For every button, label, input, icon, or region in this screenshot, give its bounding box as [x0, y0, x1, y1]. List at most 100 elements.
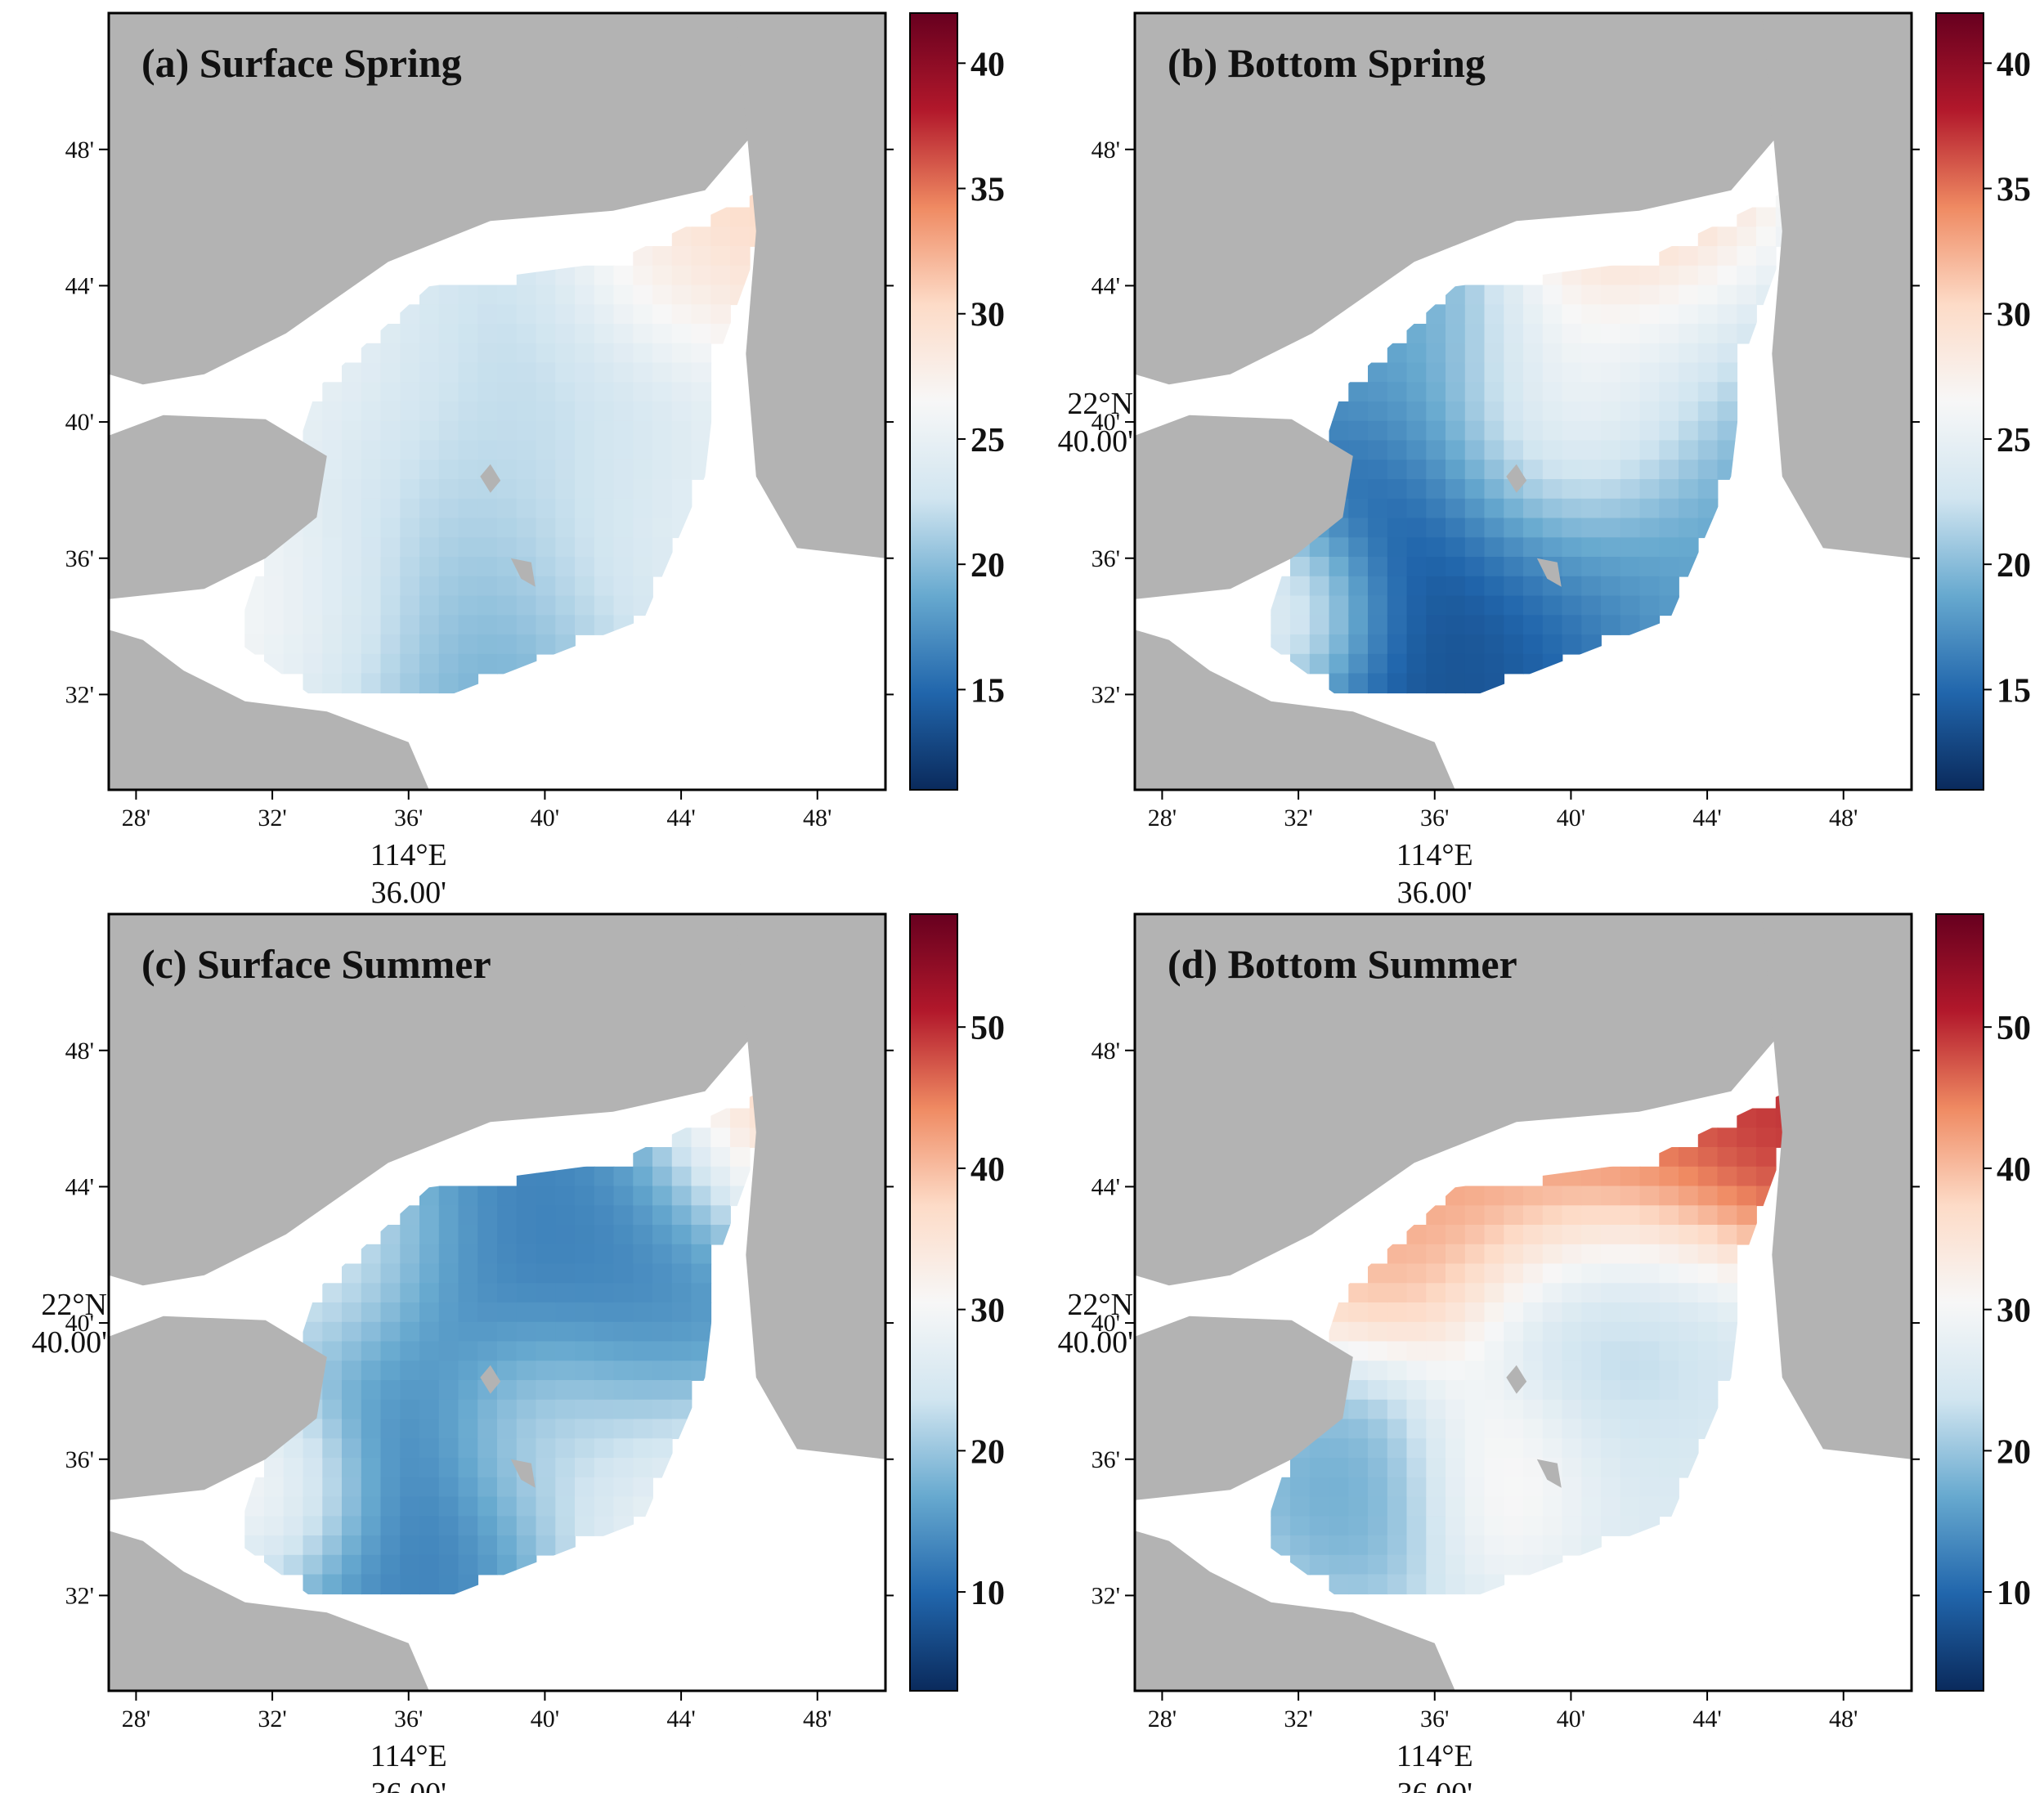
x-tick-label: 36': [394, 805, 423, 832]
y-tick-label: 48': [65, 137, 94, 164]
land-area: [109, 415, 327, 599]
land-area: [109, 630, 429, 790]
colorbar-tick-label: 20: [1997, 1433, 2031, 1471]
land-area: [109, 914, 777, 1286]
colorbar: 15 20 25 30 35 40: [1935, 12, 2031, 791]
panel-d: (d) Bottom Summer 28' 32' 36' 40' 44' 48' 48'…: [1058, 912, 2031, 1793]
colorbar: 15 20 25 30 35 40: [909, 12, 1005, 791]
y-axis-ticks: 48' 44' 40' 36' 32': [65, 1038, 894, 1609]
y-tick-label: 32': [1091, 1582, 1120, 1609]
colorbar-tick-label: 15: [1997, 672, 2031, 710]
land-area: [1135, 1531, 1455, 1691]
colorbar-ramp: [909, 12, 958, 791]
x-axis-title: 36.00': [371, 1777, 446, 1793]
x-tick-label: 28': [1148, 1706, 1177, 1732]
land-area: [510, 1459, 536, 1488]
axis-titles: 114°E 36.00' 22°N40.00': [32, 1288, 447, 1793]
colorbar-ramp: [1935, 913, 1984, 1692]
colorbar-tick-label: 30: [970, 1293, 1005, 1330]
x-tick-label: 32': [258, 805, 286, 832]
land-area: [109, 1531, 429, 1691]
x-tick-label: 28': [122, 1706, 150, 1732]
y-axis-ticks: 48' 44' 40' 36' 32': [65, 137, 894, 708]
land-mask: [1135, 13, 1912, 790]
x-axis-title: 36.00': [371, 876, 446, 910]
y-tick-label: 48': [1091, 1038, 1120, 1065]
x-tick-label: 48': [1829, 805, 1858, 832]
x-axis-title: 114°E: [370, 838, 447, 872]
y-tick-label: 44': [65, 272, 94, 299]
y-tick-label: 44': [65, 1173, 94, 1200]
colorbar-tick-label: 30: [1997, 297, 2031, 334]
land-area: [1135, 914, 1803, 1286]
x-tick-label: 48': [1829, 1706, 1858, 1732]
y-tick-label: 40': [65, 1310, 94, 1337]
land-area: [1536, 558, 1562, 587]
land-mask: [109, 914, 885, 1691]
map-frame: [1133, 912, 1913, 1692]
y-tick-label: 40': [1091, 409, 1120, 436]
colorbar-tick-label: 20: [970, 1433, 1005, 1471]
colorbar-tick-label: 25: [1997, 422, 2031, 459]
land-area: [1761, 13, 1912, 558]
x-axis-ticks: 28' 32' 36' 40' 44' 48': [122, 1691, 831, 1732]
y-tick-label: 44': [1091, 272, 1120, 299]
map-frame: [107, 912, 887, 1692]
colorbar-tick-label: 35: [970, 172, 1005, 209]
colorbar-tick-label: 30: [970, 297, 1005, 334]
land-area: [735, 13, 885, 558]
axis-titles: 114°E 36.00' 22°N40.00': [1058, 1288, 1473, 1793]
x-axis-title: 36.00': [1397, 1777, 1472, 1793]
colorbar-tick-label: 35: [1997, 172, 2031, 209]
colorbar-tick-label: 50: [1997, 1010, 2031, 1047]
x-tick-label: 36': [1420, 1706, 1449, 1732]
y-tick-label: 48': [65, 1038, 94, 1065]
concentration-field: [244, 1088, 770, 1595]
colorbar-tick-label: 30: [1997, 1293, 2031, 1330]
y-tick-label: 32': [1091, 681, 1120, 708]
x-tick-label: 40': [1557, 805, 1585, 832]
land-area: [1135, 415, 1353, 599]
land-area: [510, 558, 536, 587]
y-axis-title: 40.00': [1058, 1325, 1133, 1360]
axis-titles: 114°E 36.00': [370, 838, 447, 910]
panel-a: (a) Surface Spring 28' 32' 36' 40' 44' 48' 48…: [65, 11, 1005, 910]
colorbar-tick-label: 50: [970, 1010, 1005, 1047]
y-tick-label: 40': [1091, 1310, 1120, 1337]
colorbar-tick-label: 20: [1997, 547, 2031, 585]
panel-b: (b) Bottom Spring 28' 32' 36' 40' 44' 48' 48'…: [1058, 11, 2031, 910]
y-tick-label: 36': [65, 545, 94, 572]
y-axis-ticks: 48' 44' 40' 36' 32': [1091, 1038, 1920, 1609]
x-axis-title: 114°E: [1396, 1739, 1473, 1773]
y-tick-label: 32': [65, 681, 94, 708]
x-tick-label: 44': [1692, 805, 1721, 832]
panel-title: (a) Surface Spring: [141, 40, 462, 86]
axis-titles: 114°E 36.00' 22°N40.00': [1058, 387, 1473, 910]
colorbar-tick-label: 15: [970, 672, 1005, 710]
x-axis-title: 114°E: [1396, 838, 1473, 872]
y-tick-label: 32': [65, 1582, 94, 1609]
x-tick-label: 40': [531, 1706, 559, 1732]
land-area: [480, 1365, 501, 1394]
land-area: [109, 13, 777, 385]
concentration-field: [1271, 1088, 1796, 1595]
y-tick-label: 36': [65, 1446, 94, 1473]
map-frame: [1133, 11, 1913, 791]
land-area: [1135, 630, 1455, 790]
concentration-field: [244, 187, 770, 694]
y-tick-label: 40': [65, 409, 94, 436]
x-tick-label: 36': [1420, 805, 1449, 832]
x-tick-label: 44': [666, 1706, 695, 1732]
x-tick-label: 40': [1557, 1706, 1585, 1732]
y-tick-label: 36': [1091, 1446, 1120, 1473]
x-axis-title: 36.00': [1397, 876, 1472, 910]
x-tick-label: 44': [666, 805, 695, 832]
y-axis-title: 22°N: [1067, 387, 1133, 421]
land-area: [1761, 914, 1912, 1459]
y-axis-title: 22°N: [1067, 1288, 1133, 1322]
x-tick-label: 48': [803, 805, 831, 832]
x-axis-ticks: 28' 32' 36' 40' 44' 48': [122, 790, 831, 832]
land-mask: [109, 13, 885, 790]
land-area: [735, 914, 885, 1459]
land-area: [480, 464, 501, 493]
